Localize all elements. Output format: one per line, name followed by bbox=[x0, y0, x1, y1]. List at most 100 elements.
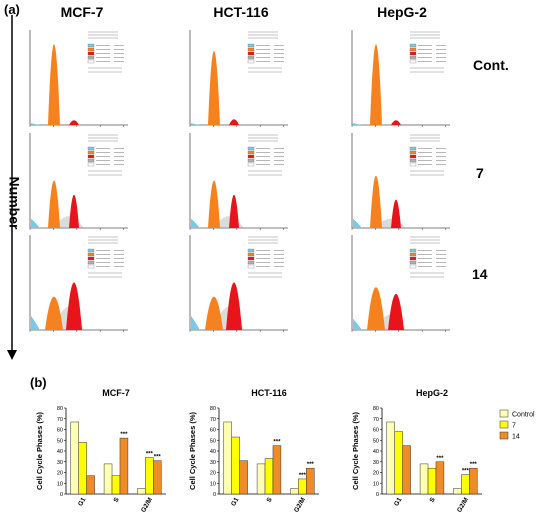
histogram-panels bbox=[29, 30, 450, 332]
stats-swatch bbox=[247, 47, 255, 52]
bar bbox=[394, 431, 403, 495]
g2-peak bbox=[391, 120, 401, 125]
histogram-panel bbox=[189, 133, 288, 230]
g1-peak bbox=[205, 296, 223, 330]
stats-legend bbox=[409, 236, 446, 278]
significance-label: *** bbox=[462, 469, 470, 475]
stats-swatch bbox=[87, 59, 95, 64]
y-tick-label: 10 bbox=[57, 481, 63, 487]
g2-peak bbox=[388, 293, 404, 330]
y-tick-label: 30 bbox=[210, 460, 216, 466]
significance-label: *** bbox=[146, 451, 154, 457]
g1-peak bbox=[370, 44, 382, 125]
bar bbox=[223, 421, 232, 495]
histogram-panel bbox=[29, 133, 128, 230]
x-tick-label: G2/M bbox=[456, 497, 470, 514]
histogram-panel bbox=[189, 30, 288, 127]
stats-swatch bbox=[87, 47, 95, 52]
significance-label: *** bbox=[470, 462, 478, 468]
y-tick-label: 60 bbox=[57, 428, 63, 434]
bar bbox=[119, 437, 129, 495]
g1-peak bbox=[367, 287, 385, 330]
stats-swatch bbox=[247, 51, 255, 56]
x-tick-label: S bbox=[112, 496, 121, 504]
bar bbox=[402, 445, 411, 495]
column-header-hct116: HCT-116 bbox=[213, 4, 269, 20]
histogram-panel bbox=[351, 235, 450, 332]
bar bbox=[103, 463, 113, 495]
stats-swatch bbox=[409, 264, 417, 269]
stats-swatch bbox=[247, 146, 255, 151]
y-tick-label: 70 bbox=[373, 417, 379, 423]
y-tick-label: 0 bbox=[376, 492, 379, 498]
stats-swatch bbox=[87, 256, 95, 261]
y-tick-label: 10 bbox=[373, 481, 379, 487]
apoptosis-peak bbox=[353, 218, 362, 228]
stats-swatch bbox=[247, 55, 255, 60]
y-tick-label: 40 bbox=[210, 449, 216, 455]
apoptosis-peak bbox=[191, 123, 200, 125]
legend-swatch bbox=[499, 431, 509, 440]
stats-swatch bbox=[87, 51, 95, 56]
row-label-7: 7 bbox=[476, 165, 484, 181]
stats-legend bbox=[87, 31, 124, 73]
y-tick-label: 30 bbox=[57, 460, 63, 466]
y-tick-label: 60 bbox=[373, 428, 379, 434]
g1-peak bbox=[48, 180, 60, 228]
stats-swatch bbox=[409, 256, 417, 261]
histogram-panel bbox=[29, 235, 128, 332]
y-tick-label: 70 bbox=[57, 417, 63, 423]
bar bbox=[86, 475, 95, 495]
stats-swatch bbox=[87, 162, 95, 167]
bar bbox=[453, 488, 462, 495]
stats-swatch bbox=[409, 51, 417, 56]
significance-label: *** bbox=[154, 455, 162, 461]
significance-label: *** bbox=[120, 432, 128, 438]
stats-swatch bbox=[409, 47, 417, 52]
stats-legend bbox=[247, 236, 284, 278]
y-tick-label: 0 bbox=[60, 492, 63, 498]
y-tick-label: 20 bbox=[57, 471, 63, 477]
stats-legend bbox=[247, 134, 284, 176]
y-tick-label: 10 bbox=[210, 481, 216, 487]
g2-peak bbox=[229, 119, 239, 125]
stats-legend bbox=[87, 134, 124, 176]
bar bbox=[386, 421, 395, 495]
x-tick-label: G1 bbox=[393, 496, 404, 507]
stats-swatch bbox=[247, 150, 255, 155]
bar bbox=[306, 467, 315, 495]
y-tick-label: 80 bbox=[210, 406, 216, 412]
significance-label: *** bbox=[307, 462, 315, 468]
stats-swatch bbox=[409, 43, 417, 48]
legend-label: 14 bbox=[512, 434, 520, 441]
number-axis-arrowhead bbox=[7, 350, 17, 360]
significance-label: *** bbox=[299, 473, 307, 479]
bar-chart-hepg-2: HepG-2 Cell Cycle Phases (%) 0 10 20 30 40 50 60… bbox=[351, 388, 535, 514]
bar bbox=[435, 461, 445, 495]
x-tick-label: S bbox=[428, 496, 437, 504]
y-tick-label: 40 bbox=[57, 449, 63, 455]
stats-swatch bbox=[247, 162, 255, 167]
bar bbox=[427, 467, 437, 495]
g2-peak bbox=[69, 120, 79, 125]
legend-swatch bbox=[499, 420, 509, 429]
y-tick-label: 70 bbox=[210, 417, 216, 423]
stats-swatch bbox=[409, 162, 417, 167]
g2-peak bbox=[66, 282, 82, 330]
bar-charts: MCF-7 Cell Cycle Phases (%) 0 10 20 30 40 50 60 7… bbox=[35, 388, 535, 514]
x-tick-label: G1 bbox=[230, 496, 241, 507]
apoptosis-peak bbox=[31, 315, 40, 330]
apoptosis-peak bbox=[353, 123, 362, 125]
y-axis-label: Cell Cycle Phases (%) bbox=[188, 412, 197, 490]
y-tick-label: 60 bbox=[210, 428, 216, 434]
y-tick-label: 0 bbox=[213, 492, 216, 498]
g1-peak bbox=[208, 50, 220, 125]
bar bbox=[153, 460, 162, 495]
stats-swatch bbox=[247, 43, 255, 48]
stats-swatch bbox=[247, 158, 255, 163]
g1-peak bbox=[208, 180, 220, 228]
stats-swatch bbox=[87, 264, 95, 269]
stats-legend bbox=[87, 236, 124, 278]
y-axis-label: Cell Cycle Phases (%) bbox=[351, 412, 360, 490]
g2-peak bbox=[226, 282, 242, 330]
